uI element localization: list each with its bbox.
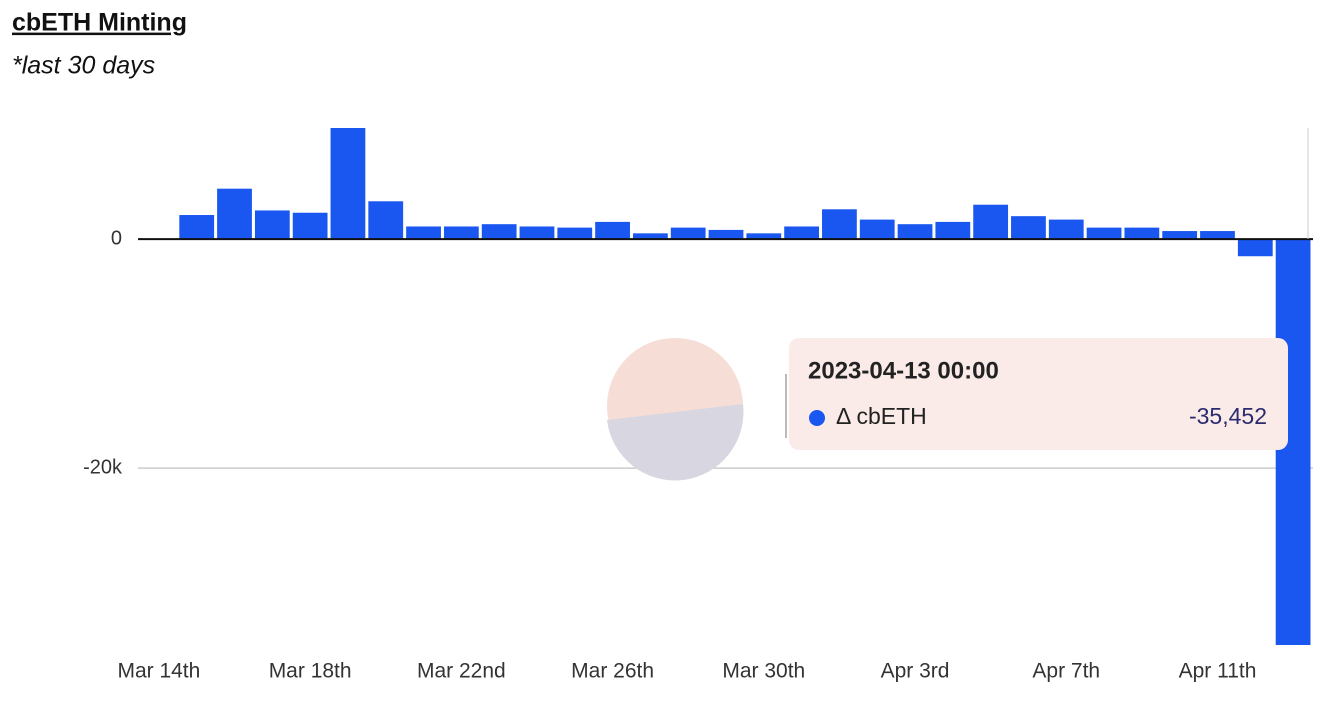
x-tick-label: Mar 22nd	[417, 660, 506, 683]
bar	[406, 226, 441, 240]
bar	[1086, 227, 1122, 240]
bar	[935, 221, 971, 240]
bar	[632, 233, 668, 240]
decoration	[607, 404, 744, 481]
chart-title: cbETH Minting	[12, 9, 187, 37]
bar	[1200, 231, 1235, 240]
x-tick-label: Apr 3rd	[881, 660, 950, 683]
bar	[1011, 216, 1046, 240]
bar	[897, 224, 933, 240]
bar	[670, 227, 706, 240]
x-tick-label: Apr 7th	[1032, 660, 1100, 683]
y-tick-label: 0	[111, 227, 122, 249]
x-tick-label: Apr 11th	[1179, 660, 1257, 683]
bar	[217, 188, 252, 240]
bar	[822, 209, 857, 240]
bar	[708, 229, 744, 240]
bar	[254, 210, 290, 240]
x-tick-label: Mar 14th	[117, 660, 200, 683]
plot: 0 -20k Mar 14th Mar 18th Mar 22nd Mar 26th Mar…	[83, 128, 1313, 683]
x-tick-label: Mar 18th	[269, 660, 352, 683]
chart-subtitle: *last 30 days	[12, 52, 155, 80]
bar	[746, 233, 782, 240]
bar	[481, 224, 517, 240]
tooltip	[789, 338, 1288, 450]
bar	[557, 227, 593, 240]
bar	[1048, 219, 1084, 240]
tooltip-title: 2023-04-13 00:00	[808, 357, 999, 384]
bar	[1237, 239, 1273, 257]
y-tick-label: -20k	[83, 456, 123, 478]
tooltip-value: -35,452	[1189, 403, 1267, 429]
bar	[973, 204, 1009, 240]
bar	[443, 226, 479, 240]
x-tick-label: Mar 26th	[571, 660, 654, 683]
bar	[784, 226, 820, 240]
bar	[859, 219, 895, 240]
bar	[179, 215, 215, 240]
bar	[330, 128, 366, 240]
tooltip-swatch	[809, 410, 825, 426]
tooltip-series: Δ cbETH	[836, 403, 927, 429]
bar	[292, 212, 328, 240]
bar	[368, 201, 404, 240]
x-tick-label: Mar 30th	[722, 660, 805, 683]
bar	[1124, 227, 1160, 240]
bar	[519, 226, 555, 240]
bar	[1162, 231, 1198, 240]
bar	[595, 221, 630, 240]
